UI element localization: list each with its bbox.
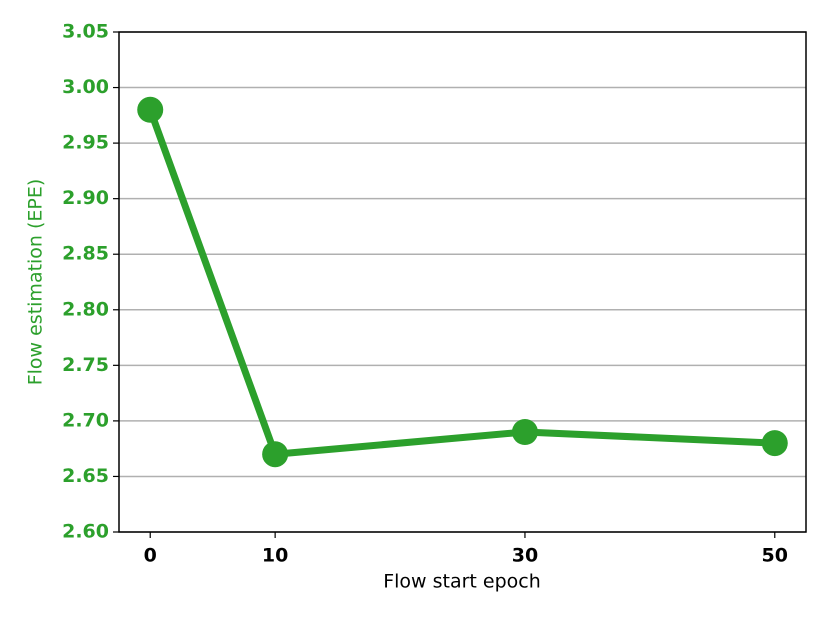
- x-axis-label: Flow start epoch: [383, 571, 541, 593]
- series-line: [146, 108, 775, 458]
- y-axis-label: Flow estimation (EPE): [25, 179, 47, 386]
- y-tick-label: 2.90: [62, 187, 109, 209]
- y-tick-label: 3.00: [62, 76, 109, 98]
- data-point: [137, 96, 164, 123]
- y-tick-label: 2.65: [62, 465, 109, 487]
- data-point: [511, 419, 538, 445]
- data-point: [761, 430, 788, 457]
- plot-frame: [118, 31, 807, 533]
- x-tick-label: 0: [144, 545, 157, 567]
- x-tick-label: 10: [262, 545, 288, 567]
- x-tick-label: 50: [762, 545, 788, 567]
- y-tick-label: 2.75: [62, 354, 109, 376]
- x-tick-label: 30: [512, 545, 538, 567]
- y-tick-label: 3.05: [62, 21, 109, 43]
- y-tick-label: 2.60: [62, 521, 109, 543]
- y-tick-label: 2.85: [62, 243, 109, 265]
- y-tick-label: 2.95: [62, 132, 109, 154]
- y-tick-label: 2.80: [62, 298, 109, 320]
- data-point: [262, 441, 289, 468]
- y-tick-label: 2.70: [62, 409, 109, 431]
